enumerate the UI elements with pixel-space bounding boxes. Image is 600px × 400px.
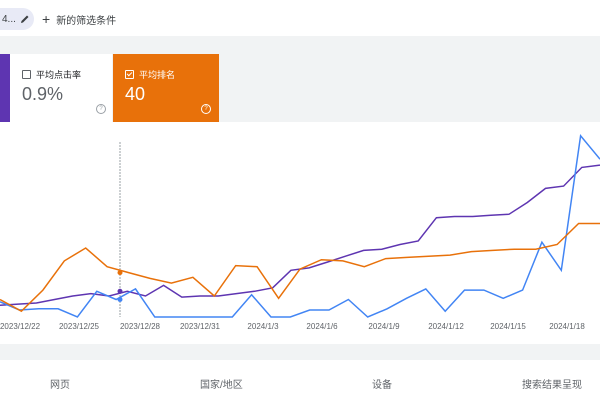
series-blue-line [0,134,600,318]
line-chart-svg[interactable]: 2023/12/22 2023/12/25 2023/12/28 2023/12/31… [0,122,600,344]
tab-search-appearance[interactable]: 搜索结果呈现 [522,380,582,391]
dimension-tabs: 网页 国家/地区 设备 搜索结果呈现 [0,360,600,400]
x-tick-label: 2024/1/18 [549,322,585,331]
position-label-row: 平均排名 [125,68,175,81]
x-tick-label: 2023/12/22 [0,322,41,331]
position-label: 平均排名 [139,70,176,80]
metric-cards: 平均点击率 0.9% ? 平均排名 40 ? [0,54,600,122]
x-tick-label: 2024/1/6 [306,322,338,331]
x-tick-label: 2024/1/15 [490,322,526,331]
add-filter-label: 新的筛选条件 [56,15,117,27]
position-checkbox[interactable] [125,70,134,79]
series-blue-hover-point [117,297,123,302]
metric-card-ctr[interactable]: 平均点击率 0.9% ? [10,54,112,122]
x-tick-label: 2023/12/28 [120,322,161,331]
ctr-label: 平均点击率 [36,70,82,80]
x-tick-label: 2024/1/12 [428,322,464,331]
series-orange-line [0,222,600,313]
tab-pages[interactable]: 网页 [50,380,70,391]
tab-countries[interactable]: 国家/地区 [200,380,243,391]
x-tick-label: 2024/1/3 [247,322,279,331]
filter-bar: 4... + 新的筛选条件 [0,0,600,36]
filter-chip-label: 4... [2,13,16,25]
x-tick-label: 2024/1/9 [368,322,400,331]
ctr-value: 0.9% [22,84,64,104]
help-icon[interactable]: ? [96,104,106,114]
pencil-icon[interactable] [20,14,30,24]
add-filter-button[interactable]: + 新的筛选条件 [42,10,116,28]
series-purple-hover-point [117,288,123,294]
help-icon[interactable]: ? [201,104,211,114]
plus-icon: + [42,11,51,27]
series-orange-hover-point [117,270,123,276]
position-value: 40 [125,84,146,104]
x-tick-label: 2023/12/25 [59,322,100,331]
tab-devices[interactable]: 设备 [372,380,392,391]
ctr-checkbox[interactable] [22,70,31,79]
metric-card-clicks[interactable] [0,54,10,122]
x-tick-label: 2023/12/31 [180,322,221,331]
metric-card-position[interactable]: 平均排名 40 ? [113,54,219,122]
ctr-label-row: 平均点击率 [22,68,81,81]
filter-chip[interactable]: 4... [0,8,34,30]
series-purple-line [0,164,600,307]
performance-chart[interactable]: 2023/12/22 2023/12/25 2023/12/28 2023/12/31… [0,122,600,344]
